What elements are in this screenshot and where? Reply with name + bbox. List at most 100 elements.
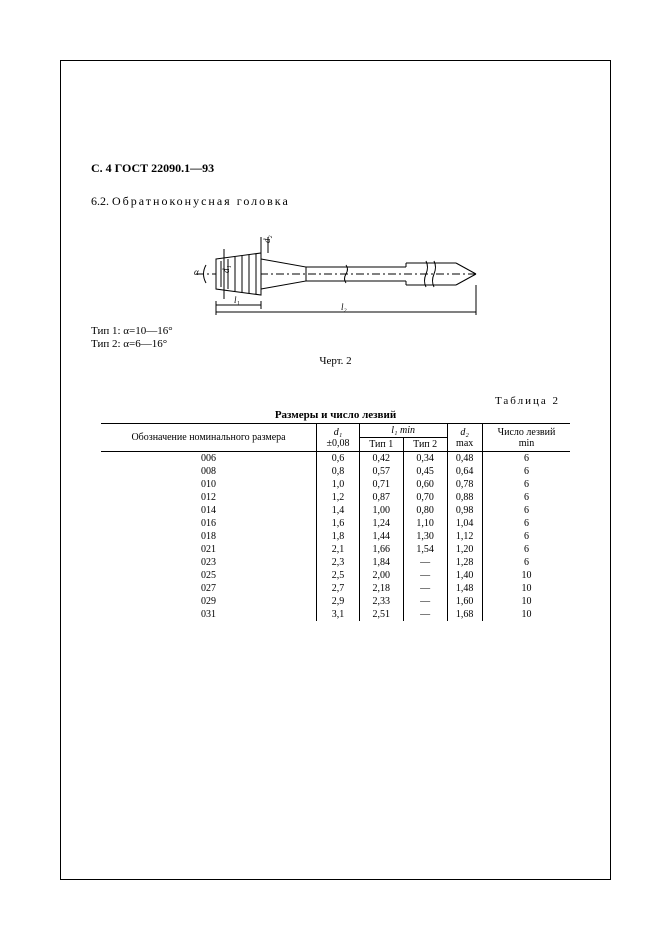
cell-code: 016 bbox=[101, 517, 317, 530]
cell-d1: 1,2 bbox=[317, 491, 359, 504]
figure-caption: Черт. 2 bbox=[91, 355, 580, 367]
cell-d1: 1,8 bbox=[317, 530, 359, 543]
table-row: 0292,92,33—1,6010 bbox=[101, 595, 570, 608]
table-body: 0060,60,420,340,4860080,80,570,450,64601… bbox=[101, 452, 570, 622]
cell-d1: 1,0 bbox=[317, 478, 359, 491]
cell-code: 018 bbox=[101, 530, 317, 543]
th-code: Обозначение номинального размера bbox=[101, 424, 317, 452]
type-specs: Тип 1: α=10—16° Тип 2: α=6—16° bbox=[91, 325, 580, 351]
cell-blades: 10 bbox=[482, 595, 570, 608]
cell-t1: 2,00 bbox=[359, 569, 403, 582]
th-type2: Тип 2 bbox=[403, 438, 447, 452]
section-number: 6.2. bbox=[91, 194, 109, 208]
cell-blades: 6 bbox=[482, 517, 570, 530]
cell-code: 014 bbox=[101, 504, 317, 517]
cell-d1: 2,3 bbox=[317, 556, 359, 569]
th-d1: d₁ ±0,08 bbox=[317, 424, 359, 452]
th-type1: Тип 1 bbox=[359, 438, 403, 452]
cell-t2: 0,45 bbox=[403, 465, 447, 478]
label-l1: l₁ bbox=[234, 295, 240, 305]
cell-d1: 1,6 bbox=[317, 517, 359, 530]
cell-t2: 0,34 bbox=[403, 452, 447, 466]
cell-t1: 0,87 bbox=[359, 491, 403, 504]
cell-d1: 3,1 bbox=[317, 608, 359, 621]
cell-d1: 0,8 bbox=[317, 465, 359, 478]
cell-t1: 1,00 bbox=[359, 504, 403, 517]
dimensions-table: Обозначение номинального размера d₁ ±0,0… bbox=[101, 423, 570, 621]
table-title: Размеры и число лезвий bbox=[91, 409, 580, 421]
label-l2: l₂ bbox=[341, 302, 347, 312]
cell-blades: 6 bbox=[482, 543, 570, 556]
cell-blades: 6 bbox=[482, 556, 570, 569]
cell-t2: 0,80 bbox=[403, 504, 447, 517]
cell-blades: 6 bbox=[482, 491, 570, 504]
cell-d2: 1,60 bbox=[447, 595, 482, 608]
cell-blades: 6 bbox=[482, 478, 570, 491]
section-name: Обратноконусная головка bbox=[112, 194, 290, 208]
cell-code: 023 bbox=[101, 556, 317, 569]
table-row: 0141,41,000,800,986 bbox=[101, 504, 570, 517]
table-row: 0161,61,241,101,046 bbox=[101, 517, 570, 530]
cell-t1: 1,84 bbox=[359, 556, 403, 569]
cell-t2: 1,10 bbox=[403, 517, 447, 530]
cell-code: 027 bbox=[101, 582, 317, 595]
table-row: 0252,52,00—1,4010 bbox=[101, 569, 570, 582]
cell-blades: 6 bbox=[482, 504, 570, 517]
page-frame: С. 4 ГОСТ 22090.1—93 6.2. Обратноконусна… bbox=[60, 60, 611, 880]
cell-code: 031 bbox=[101, 608, 317, 621]
th-l1-group: l₁ min bbox=[359, 424, 447, 438]
cell-code: 012 bbox=[101, 491, 317, 504]
label-alpha: α bbox=[194, 267, 199, 277]
cell-blades: 6 bbox=[482, 452, 570, 466]
label-d1: d₁ bbox=[221, 265, 231, 273]
cell-code: 010 bbox=[101, 478, 317, 491]
type-line-1: Тип 1: α=10—16° bbox=[91, 325, 580, 338]
cell-t2: — bbox=[403, 582, 447, 595]
table-label: Таблица 2 bbox=[91, 395, 580, 407]
cell-d2: 0,98 bbox=[447, 504, 482, 517]
cell-t2: — bbox=[403, 595, 447, 608]
type-line-2: Тип 2: α=6—16° bbox=[91, 338, 580, 351]
cell-d1: 2,1 bbox=[317, 543, 359, 556]
cell-blades: 10 bbox=[482, 582, 570, 595]
cell-d2: 1,12 bbox=[447, 530, 482, 543]
cell-d2: 1,04 bbox=[447, 517, 482, 530]
cell-code: 029 bbox=[101, 595, 317, 608]
cell-d1: 0,6 bbox=[317, 452, 359, 466]
table-row: 0101,00,710,600,786 bbox=[101, 478, 570, 491]
cell-t1: 2,18 bbox=[359, 582, 403, 595]
cell-t2: 1,54 bbox=[403, 543, 447, 556]
cell-code: 006 bbox=[101, 452, 317, 466]
table-row: 0272,72,18—1,4810 bbox=[101, 582, 570, 595]
cell-d2: 0,64 bbox=[447, 465, 482, 478]
cell-d1: 2,9 bbox=[317, 595, 359, 608]
cell-d2: 1,20 bbox=[447, 543, 482, 556]
cell-t1: 2,33 bbox=[359, 595, 403, 608]
cell-code: 025 bbox=[101, 569, 317, 582]
table-row: 0080,80,570,450,646 bbox=[101, 465, 570, 478]
cell-t2: — bbox=[403, 569, 447, 582]
cell-code: 008 bbox=[101, 465, 317, 478]
cell-d1: 2,5 bbox=[317, 569, 359, 582]
cell-blades: 6 bbox=[482, 530, 570, 543]
cell-d2: 0,78 bbox=[447, 478, 482, 491]
table-row: 0181,81,441,301,126 bbox=[101, 530, 570, 543]
cell-t1: 0,42 bbox=[359, 452, 403, 466]
cell-blades: 6 bbox=[482, 465, 570, 478]
cell-t1: 0,71 bbox=[359, 478, 403, 491]
label-d2: d₂ bbox=[262, 235, 272, 243]
cell-blades: 10 bbox=[482, 608, 570, 621]
th-d2: d₂ max bbox=[447, 424, 482, 452]
cell-t2: — bbox=[403, 608, 447, 621]
table-row: 0060,60,420,340,486 bbox=[101, 452, 570, 466]
table-row: 0212,11,661,541,206 bbox=[101, 543, 570, 556]
cell-t1: 2,51 bbox=[359, 608, 403, 621]
cell-blades: 10 bbox=[482, 569, 570, 582]
cell-t2: 1,30 bbox=[403, 530, 447, 543]
cell-t1: 1,44 bbox=[359, 530, 403, 543]
page-header: С. 4 ГОСТ 22090.1—93 bbox=[91, 161, 580, 176]
cell-t2: 0,70 bbox=[403, 491, 447, 504]
cell-t1: 1,66 bbox=[359, 543, 403, 556]
cell-d2: 1,48 bbox=[447, 582, 482, 595]
table-row: 0232,31,84—1,286 bbox=[101, 556, 570, 569]
